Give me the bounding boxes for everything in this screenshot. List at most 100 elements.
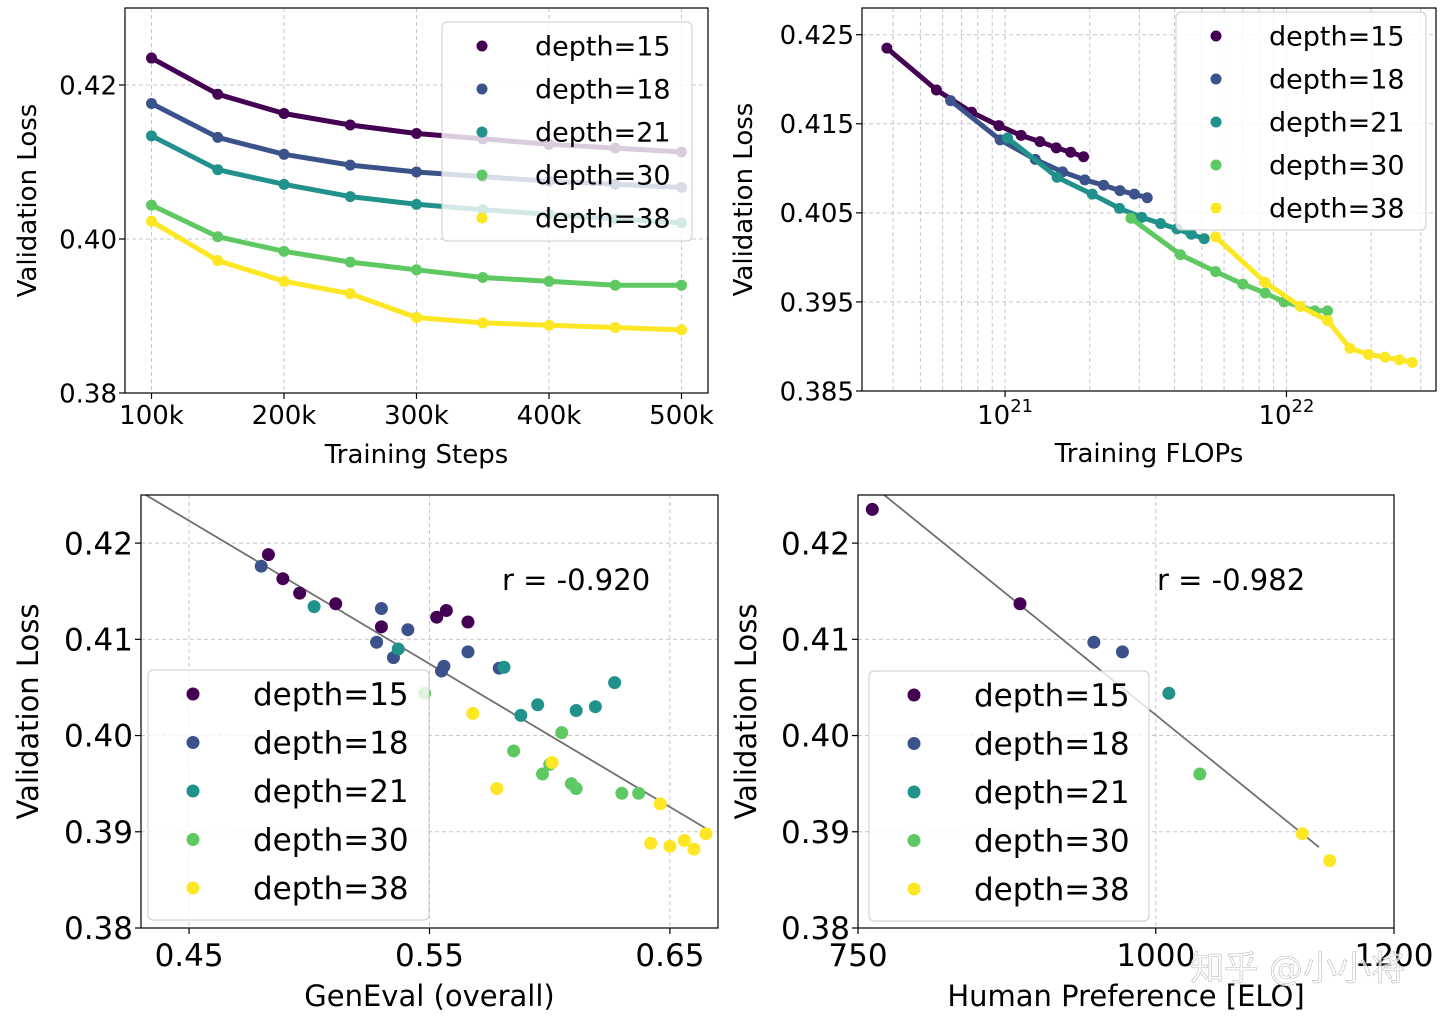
legend-marker: [907, 834, 921, 847]
data-point: [545, 755, 559, 769]
series-line: [1213, 235, 1413, 365]
data-point: [1210, 231, 1222, 243]
data-point: [1078, 151, 1090, 163]
legend-label: depth=15: [974, 678, 1130, 714]
series-depth-38: [1210, 231, 1418, 368]
legend-label: depth=30: [1269, 151, 1405, 182]
axes-frame: [861, 7, 1437, 392]
x-tick-label: 200k: [252, 401, 317, 431]
data-point: [344, 159, 356, 171]
data-point: [1185, 228, 1197, 240]
data-point: [278, 178, 290, 190]
data-point: [1125, 212, 1137, 224]
axes-frame: [124, 7, 709, 394]
data-point: [653, 797, 667, 811]
x-tick-label: 300k: [384, 401, 449, 431]
series-depth-38: [1295, 827, 1337, 868]
legend-label: depth=30: [535, 161, 671, 192]
legend-label: depth=21: [1269, 108, 1405, 139]
series-line: [1129, 216, 1328, 314]
series-depth-38: [146, 215, 687, 336]
x-tick-label: 1200: [1355, 938, 1434, 974]
data-point: [588, 700, 602, 714]
series-depth-18: [945, 95, 1153, 204]
data-point: [609, 322, 621, 334]
panel-human-preference: 750 1000 1200 0.38 0.39 0.40 0.41 0.42 Human Pre…: [729, 494, 1434, 1013]
plot-area: [144, 495, 713, 856]
data-point: [1198, 233, 1210, 245]
x-tick-label: 500k: [649, 401, 714, 431]
y-tick-label: 0.38: [59, 379, 117, 409]
y-tick-label: 0.42: [64, 526, 133, 562]
y-tick-label: 0.39: [781, 815, 850, 851]
y-tick-label: 0.39: [64, 815, 133, 851]
data-point: [1065, 146, 1077, 158]
legend-label: depth=18: [253, 726, 409, 762]
data-point: [555, 726, 569, 740]
legend-label: depth=15: [253, 677, 409, 713]
data-point: [930, 84, 942, 96]
data-point: [278, 275, 290, 287]
legend-marker: [1210, 73, 1222, 85]
panel-geneval: 0.45 0.55 0.65 0.38 0.39 0.40 0.41 0.42 GenEval …: [11, 494, 719, 1013]
legend: depth=15 depth=18 depth=21 depth=30 depth=38: [147, 669, 430, 921]
fit-line: [144, 495, 709, 831]
data-point: [411, 312, 422, 324]
legend-marker: [1210, 159, 1222, 171]
watermark: 知乎 @小小将: [1190, 949, 1405, 989]
data-point: [993, 120, 1005, 132]
series-depth-38: [466, 706, 713, 856]
data-point: [212, 88, 224, 100]
series-depth-21: [307, 600, 622, 722]
correlation-annotation: r = -0.982: [1157, 563, 1305, 597]
series-line: [885, 46, 1085, 160]
y-tick-label: 0.41: [64, 622, 133, 658]
x-axis-label: Training FLOPs: [1054, 439, 1244, 469]
y-axis-label: Validation Loss: [11, 603, 45, 819]
data-point: [865, 502, 879, 516]
correlation-annotation: r = -0.920: [502, 563, 650, 597]
data-point: [1174, 249, 1186, 261]
x-tick-label: 1021: [977, 396, 1033, 431]
data-point: [1128, 188, 1140, 200]
data-point: [531, 698, 545, 712]
y-tick-label: 0.42: [59, 71, 117, 101]
data-point: [1155, 218, 1167, 230]
data-point: [1193, 767, 1207, 781]
panel-training-flops: 1021 1022 0.385 0.395 0.405 0.415 0.425 Trainin…: [729, 7, 1437, 469]
legend: depth=15 depth=18 depth=21 depth=30 depth=38: [868, 670, 1150, 922]
data-point: [1294, 300, 1306, 312]
plot-area: [865, 495, 1337, 868]
data-point: [344, 191, 356, 203]
legend-label: depth=21: [535, 118, 671, 149]
legend-label: depth=30: [974, 824, 1130, 860]
y-axis-label: Validation Loss: [729, 603, 763, 819]
data-point: [254, 559, 268, 573]
data-point: [329, 597, 343, 611]
data-point: [401, 623, 415, 637]
data-point: [477, 317, 489, 329]
legend-label: depth=21: [974, 775, 1130, 811]
data-point: [535, 767, 549, 781]
legend-marker: [186, 784, 200, 798]
data-point: [430, 610, 444, 624]
x-tick-label: 0.55: [395, 938, 464, 974]
y-tick-label: 0.42: [781, 526, 850, 562]
y-tick-label: 0.415: [780, 110, 854, 140]
data-point: [1344, 342, 1356, 354]
legend-marker: [476, 126, 488, 138]
data-point: [411, 128, 422, 140]
data-point: [945, 95, 957, 107]
data-point: [663, 839, 677, 853]
data-point: [374, 620, 388, 634]
series-depth-30: [1193, 767, 1207, 781]
series-depth-18: [1087, 635, 1129, 659]
x-axis-label: Training Steps: [324, 440, 509, 470]
data-point: [411, 198, 422, 210]
data-point: [411, 166, 422, 178]
legend-marker: [1210, 202, 1222, 214]
legend-box: [868, 670, 1150, 922]
y-tick-label: 0.38: [781, 911, 850, 947]
legend-marker: [1210, 30, 1222, 42]
data-point: [1113, 202, 1125, 214]
